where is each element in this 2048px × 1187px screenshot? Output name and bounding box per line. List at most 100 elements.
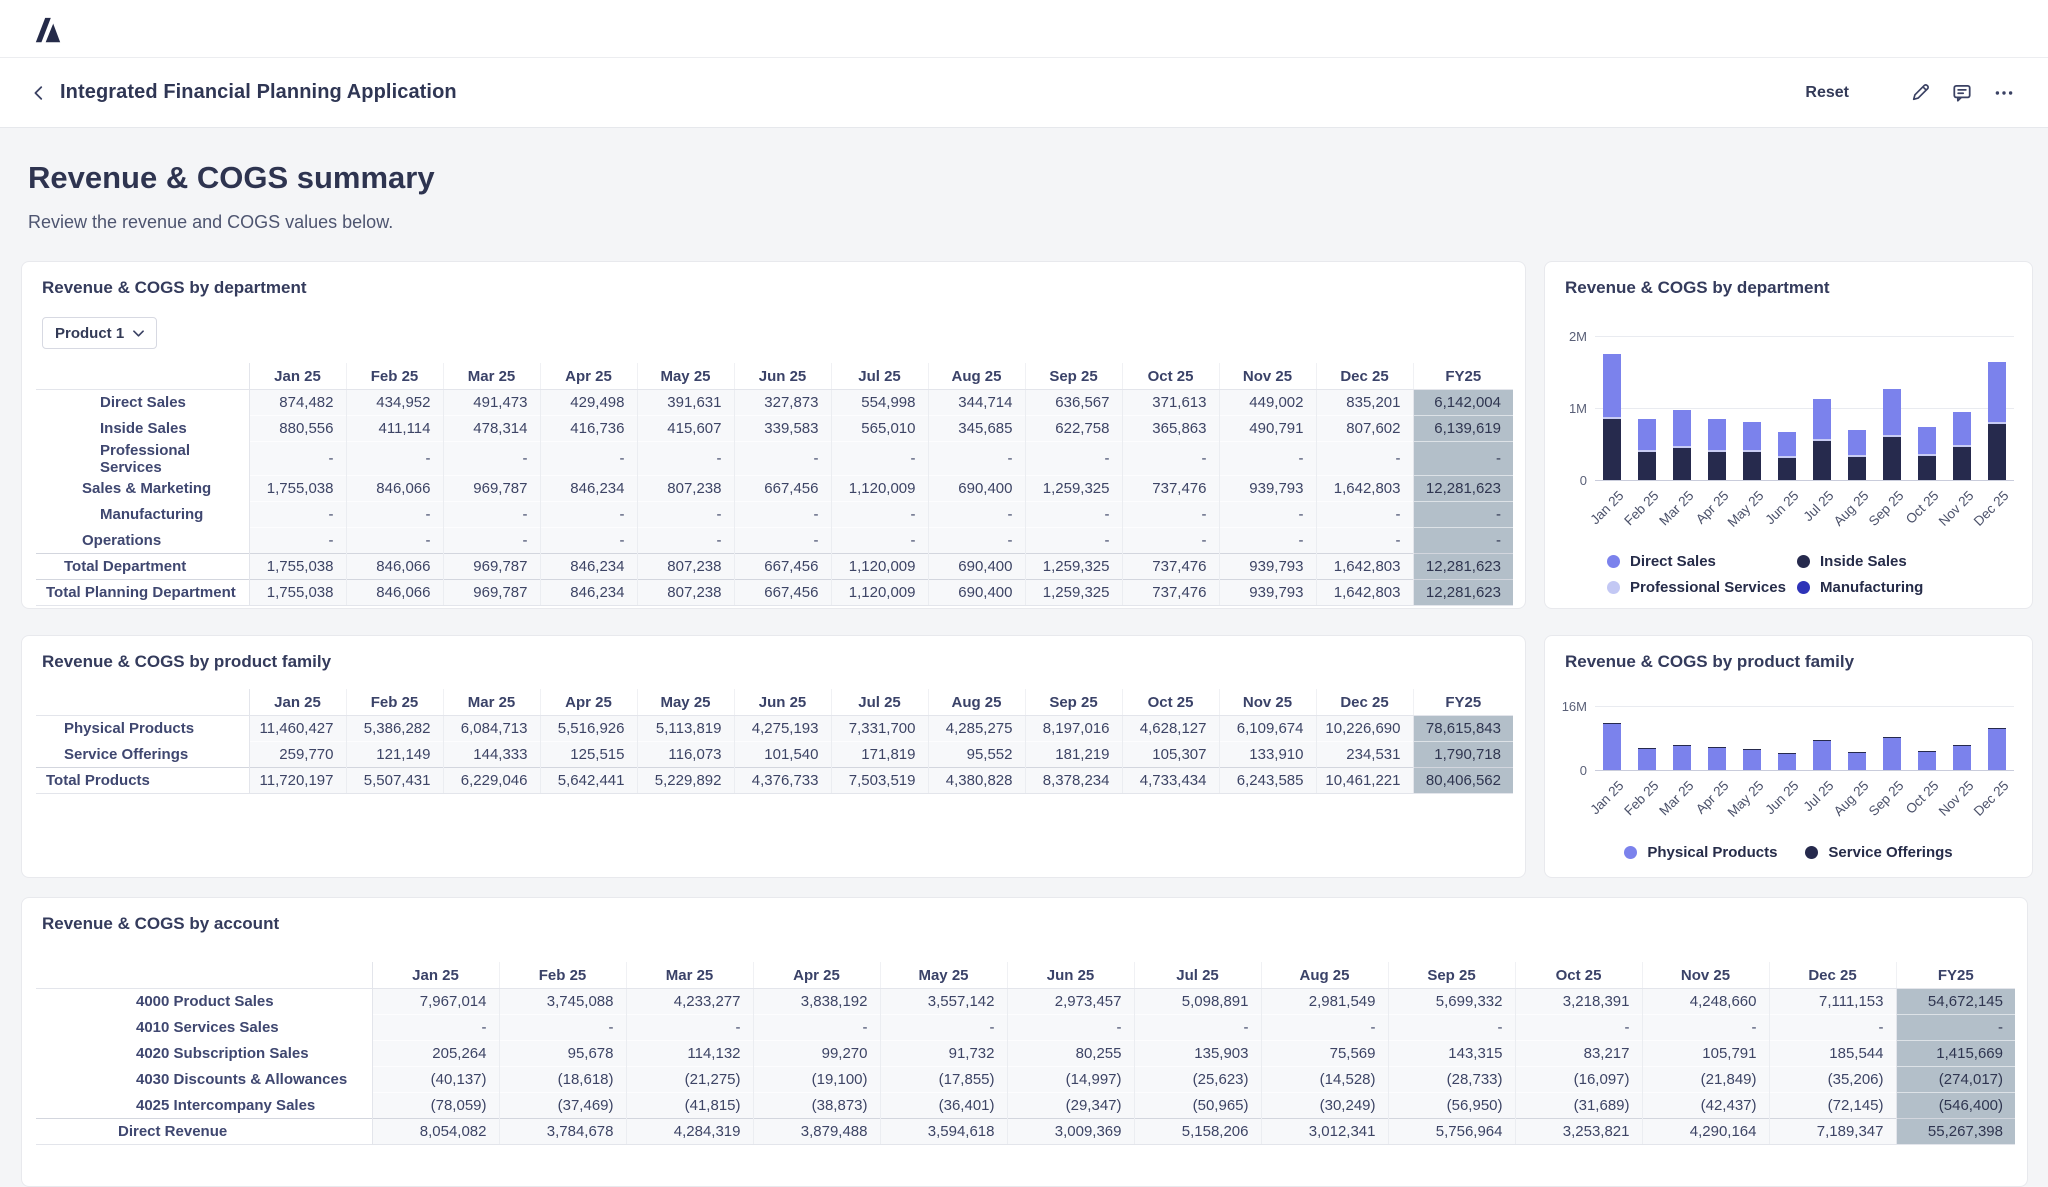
data-cell[interactable]: 5,699,332 — [1388, 989, 1515, 1015]
data-cell[interactable]: 4,290,164 — [1642, 1119, 1769, 1145]
data-cell[interactable]: - — [928, 502, 1025, 528]
data-cell[interactable]: 5,098,891 — [1134, 989, 1261, 1015]
data-cell[interactable]: 95,552 — [928, 742, 1025, 768]
data-cell[interactable]: 939,793 — [1219, 580, 1316, 606]
data-cell[interactable]: 121,149 — [346, 742, 443, 768]
data-cell[interactable]: 1,259,325 — [1025, 476, 1122, 502]
data-cell[interactable]: - — [831, 528, 928, 554]
data-cell[interactable]: 969,787 — [443, 476, 540, 502]
data-cell[interactable]: 3,745,088 — [499, 989, 626, 1015]
data-cell[interactable]: (78,059) — [372, 1093, 499, 1119]
data-cell[interactable]: 3,218,391 — [1515, 989, 1642, 1015]
data-cell[interactable]: - — [734, 502, 831, 528]
data-cell[interactable]: 99,270 — [753, 1041, 880, 1067]
data-cell[interactable]: 3,594,618 — [880, 1119, 1007, 1145]
data-cell[interactable]: - — [928, 528, 1025, 554]
fy-cell[interactable]: 80,406,562 — [1413, 768, 1513, 794]
data-cell[interactable]: - — [249, 528, 346, 554]
data-cell[interactable]: - — [540, 442, 637, 476]
data-cell[interactable]: 83,217 — [1515, 1041, 1642, 1067]
data-cell[interactable]: 1,259,325 — [1025, 554, 1122, 580]
data-cell[interactable]: 7,503,519 — [831, 768, 928, 794]
data-cell[interactable]: 371,613 — [1122, 390, 1219, 416]
data-cell[interactable]: - — [1122, 528, 1219, 554]
data-cell[interactable]: 667,456 — [734, 580, 831, 606]
data-cell[interactable]: 4,733,434 — [1122, 768, 1219, 794]
data-cell[interactable]: 6,109,674 — [1219, 716, 1316, 742]
data-cell[interactable]: 4,275,193 — [734, 716, 831, 742]
data-cell[interactable]: 807,602 — [1316, 416, 1413, 442]
row-label[interactable]: 4030 Discounts & Allowances — [36, 1067, 372, 1093]
data-cell[interactable]: 7,189,347 — [1769, 1119, 1896, 1145]
data-cell[interactable]: 6,229,046 — [443, 768, 540, 794]
data-cell[interactable]: 554,998 — [831, 390, 928, 416]
data-cell[interactable]: - — [1007, 1015, 1134, 1041]
data-cell[interactable]: (17,855) — [880, 1067, 1007, 1093]
data-cell[interactable]: - — [734, 442, 831, 476]
row-label[interactable]: Total Department — [36, 554, 249, 580]
data-cell[interactable]: 737,476 — [1122, 554, 1219, 580]
data-cell[interactable]: - — [249, 502, 346, 528]
reset-button[interactable]: Reset — [1805, 84, 1849, 102]
row-label[interactable]: 4010 Services Sales — [36, 1015, 372, 1041]
data-cell[interactable]: (21,275) — [626, 1067, 753, 1093]
row-label[interactable]: Total Planning Department — [36, 580, 249, 606]
data-cell[interactable]: 1,642,803 — [1316, 554, 1413, 580]
data-cell[interactable]: 636,567 — [1025, 390, 1122, 416]
data-cell[interactable]: 133,910 — [1219, 742, 1316, 768]
comment-icon[interactable] — [1945, 76, 1979, 110]
data-cell[interactable]: 690,400 — [928, 554, 1025, 580]
data-cell[interactable]: (41,815) — [626, 1093, 753, 1119]
fy-cell[interactable]: 1,790,718 — [1413, 742, 1513, 768]
data-cell[interactable]: 259,770 — [249, 742, 346, 768]
data-cell[interactable]: 3,784,678 — [499, 1119, 626, 1145]
data-cell[interactable]: - — [1316, 502, 1413, 528]
data-cell[interactable]: (14,997) — [1007, 1067, 1134, 1093]
data-cell[interactable]: - — [734, 528, 831, 554]
product-dropdown[interactable]: Product 1 — [42, 317, 157, 349]
data-cell[interactable]: - — [346, 528, 443, 554]
fy-cell[interactable]: 6,142,004 — [1413, 390, 1513, 416]
data-cell[interactable]: - — [880, 1015, 1007, 1041]
data-cell[interactable]: 10,461,221 — [1316, 768, 1413, 794]
fy-cell[interactable]: 12,281,623 — [1413, 580, 1513, 606]
data-cell[interactable]: 939,793 — [1219, 476, 1316, 502]
data-cell[interactable]: 846,066 — [346, 476, 443, 502]
data-cell[interactable]: 185,544 — [1769, 1041, 1896, 1067]
data-cell[interactable]: 234,531 — [1316, 742, 1413, 768]
data-cell[interactable]: 5,756,964 — [1388, 1119, 1515, 1145]
row-label[interactable]: Manufacturing — [36, 502, 249, 528]
data-cell[interactable]: (29,347) — [1007, 1093, 1134, 1119]
data-cell[interactable]: 429,498 — [540, 390, 637, 416]
data-cell[interactable]: - — [1025, 442, 1122, 476]
data-cell[interactable]: 3,012,341 — [1261, 1119, 1388, 1145]
data-cell[interactable]: (30,249) — [1261, 1093, 1388, 1119]
edit-icon[interactable] — [1903, 76, 1937, 110]
data-cell[interactable]: 365,863 — [1122, 416, 1219, 442]
data-cell[interactable]: - — [346, 442, 443, 476]
data-cell[interactable]: - — [540, 502, 637, 528]
data-cell[interactable]: (19,100) — [753, 1067, 880, 1093]
row-label[interactable]: 4020 Subscription Sales — [36, 1041, 372, 1067]
data-cell[interactable]: 75,569 — [1261, 1041, 1388, 1067]
data-cell[interactable]: 7,967,014 — [372, 989, 499, 1015]
data-cell[interactable]: (35,206) — [1769, 1067, 1896, 1093]
data-cell[interactable]: - — [443, 502, 540, 528]
row-label[interactable]: Service Offerings — [36, 742, 249, 768]
data-cell[interactable]: - — [443, 528, 540, 554]
data-cell[interactable]: 1,755,038 — [249, 580, 346, 606]
data-cell[interactable]: (56,950) — [1388, 1093, 1515, 1119]
data-cell[interactable]: - — [1025, 502, 1122, 528]
fy-cell[interactable]: 6,139,619 — [1413, 416, 1513, 442]
data-cell[interactable]: - — [1219, 442, 1316, 476]
data-cell[interactable]: 667,456 — [734, 554, 831, 580]
data-cell[interactable]: 345,685 — [928, 416, 1025, 442]
data-cell[interactable]: 125,515 — [540, 742, 637, 768]
data-cell[interactable]: 5,113,819 — [637, 716, 734, 742]
data-cell[interactable]: (25,623) — [1134, 1067, 1261, 1093]
data-cell[interactable]: 7,331,700 — [831, 716, 928, 742]
row-label[interactable]: Total Products — [36, 768, 249, 794]
fy-cell[interactable]: 1,415,669 — [1896, 1041, 2015, 1067]
data-cell[interactable]: 105,791 — [1642, 1041, 1769, 1067]
data-cell[interactable]: 846,234 — [540, 476, 637, 502]
